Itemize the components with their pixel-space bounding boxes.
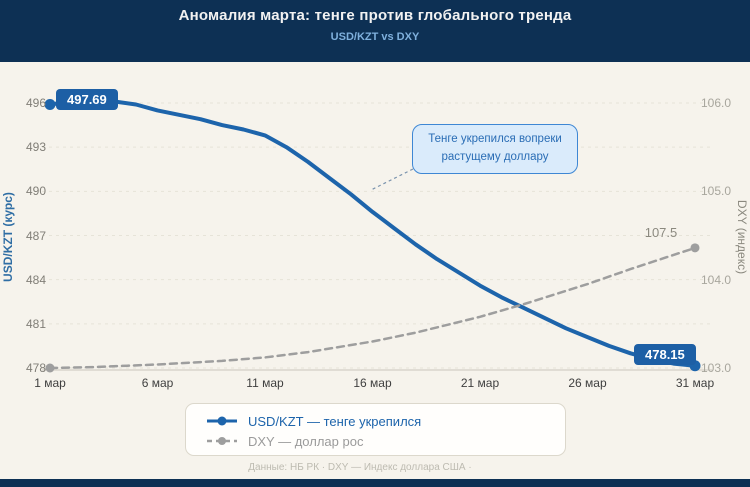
plot-svg xyxy=(42,98,712,373)
right-tick-label: 103.0 xyxy=(701,361,732,375)
legend-item-dxy: DXY — доллар рос xyxy=(206,431,565,451)
bottom-bar xyxy=(0,479,750,487)
legend: USD/KZT — тенге укрепился DXY — доллар р… xyxy=(185,403,566,456)
x-tick-label: 16 мар xyxy=(353,376,392,390)
series-marker-0 xyxy=(44,98,56,110)
usdkzt-end-value-label: 478.15 xyxy=(634,344,696,365)
usdkzt-start-value-label: 497.69 xyxy=(56,89,118,110)
left-tick-label: 478 xyxy=(25,361,46,375)
chart-area: 496 493 490 487 484 481 478 106.0 105.0 104.0 103… xyxy=(0,62,750,479)
series-marker-1 xyxy=(45,363,55,373)
left-axis-title: USD/KZT (курс) xyxy=(1,192,15,282)
right-tick-label: 105.0 xyxy=(701,184,732,199)
left-tick-label: 487 xyxy=(25,228,46,243)
usdkzt-line-icon xyxy=(207,416,237,426)
legend-label-dxy: DXY — доллар рос xyxy=(248,433,364,449)
right-tick-label: 106.0 xyxy=(701,96,732,110)
annotation-pointer-line xyxy=(370,160,430,191)
series-line-1 xyxy=(48,246,697,370)
header: Аномалия марта: тенге против глобального… xyxy=(0,0,750,62)
x-tick-label: 26 мар xyxy=(568,376,607,390)
right-tick-label: 104.0 xyxy=(701,272,732,287)
right-axis-title: DXY (индекс) xyxy=(735,199,749,275)
x-tick-label: 11 мар xyxy=(246,376,284,390)
chart-title: Аномалия марта: тенге против глобального… xyxy=(178,7,572,24)
legend-item-usdkzt: USD/KZT — тенге укрепился xyxy=(206,411,565,431)
left-tick-label: 481 xyxy=(25,316,46,331)
x-tick-label: 21 мар xyxy=(460,376,500,390)
legend-label-usdkzt: USD/KZT — тенге укрепился xyxy=(248,413,422,429)
left-tick-label: 484 xyxy=(25,272,46,287)
chart-subtitle: USD/KZT vs DXY xyxy=(330,31,420,43)
left-tick-label: 493 xyxy=(25,140,46,155)
left-tick-label: 496 xyxy=(25,96,46,110)
dxy-end-value-label: 107.5 xyxy=(644,225,678,240)
series-line-0 xyxy=(48,98,697,368)
series-marker-1 xyxy=(690,243,700,253)
dxy-line-icon xyxy=(207,437,237,445)
left-tick-label: 490 xyxy=(25,184,46,199)
x-tick-label: 1 мар xyxy=(34,376,66,390)
annotation-box: Тенге укрепился вопреки растущему доллар… xyxy=(412,124,578,174)
x-tick-label: 31 мар xyxy=(675,376,715,390)
annotation-line2: растущему доллару xyxy=(441,150,549,163)
x-tick-label: 6 мар xyxy=(141,376,174,390)
data-source-note: Данные: НБ РК · DXY — Индекс доллара США… xyxy=(248,462,472,473)
annotation-line1: Тенге укрепился вопреки xyxy=(428,133,562,145)
